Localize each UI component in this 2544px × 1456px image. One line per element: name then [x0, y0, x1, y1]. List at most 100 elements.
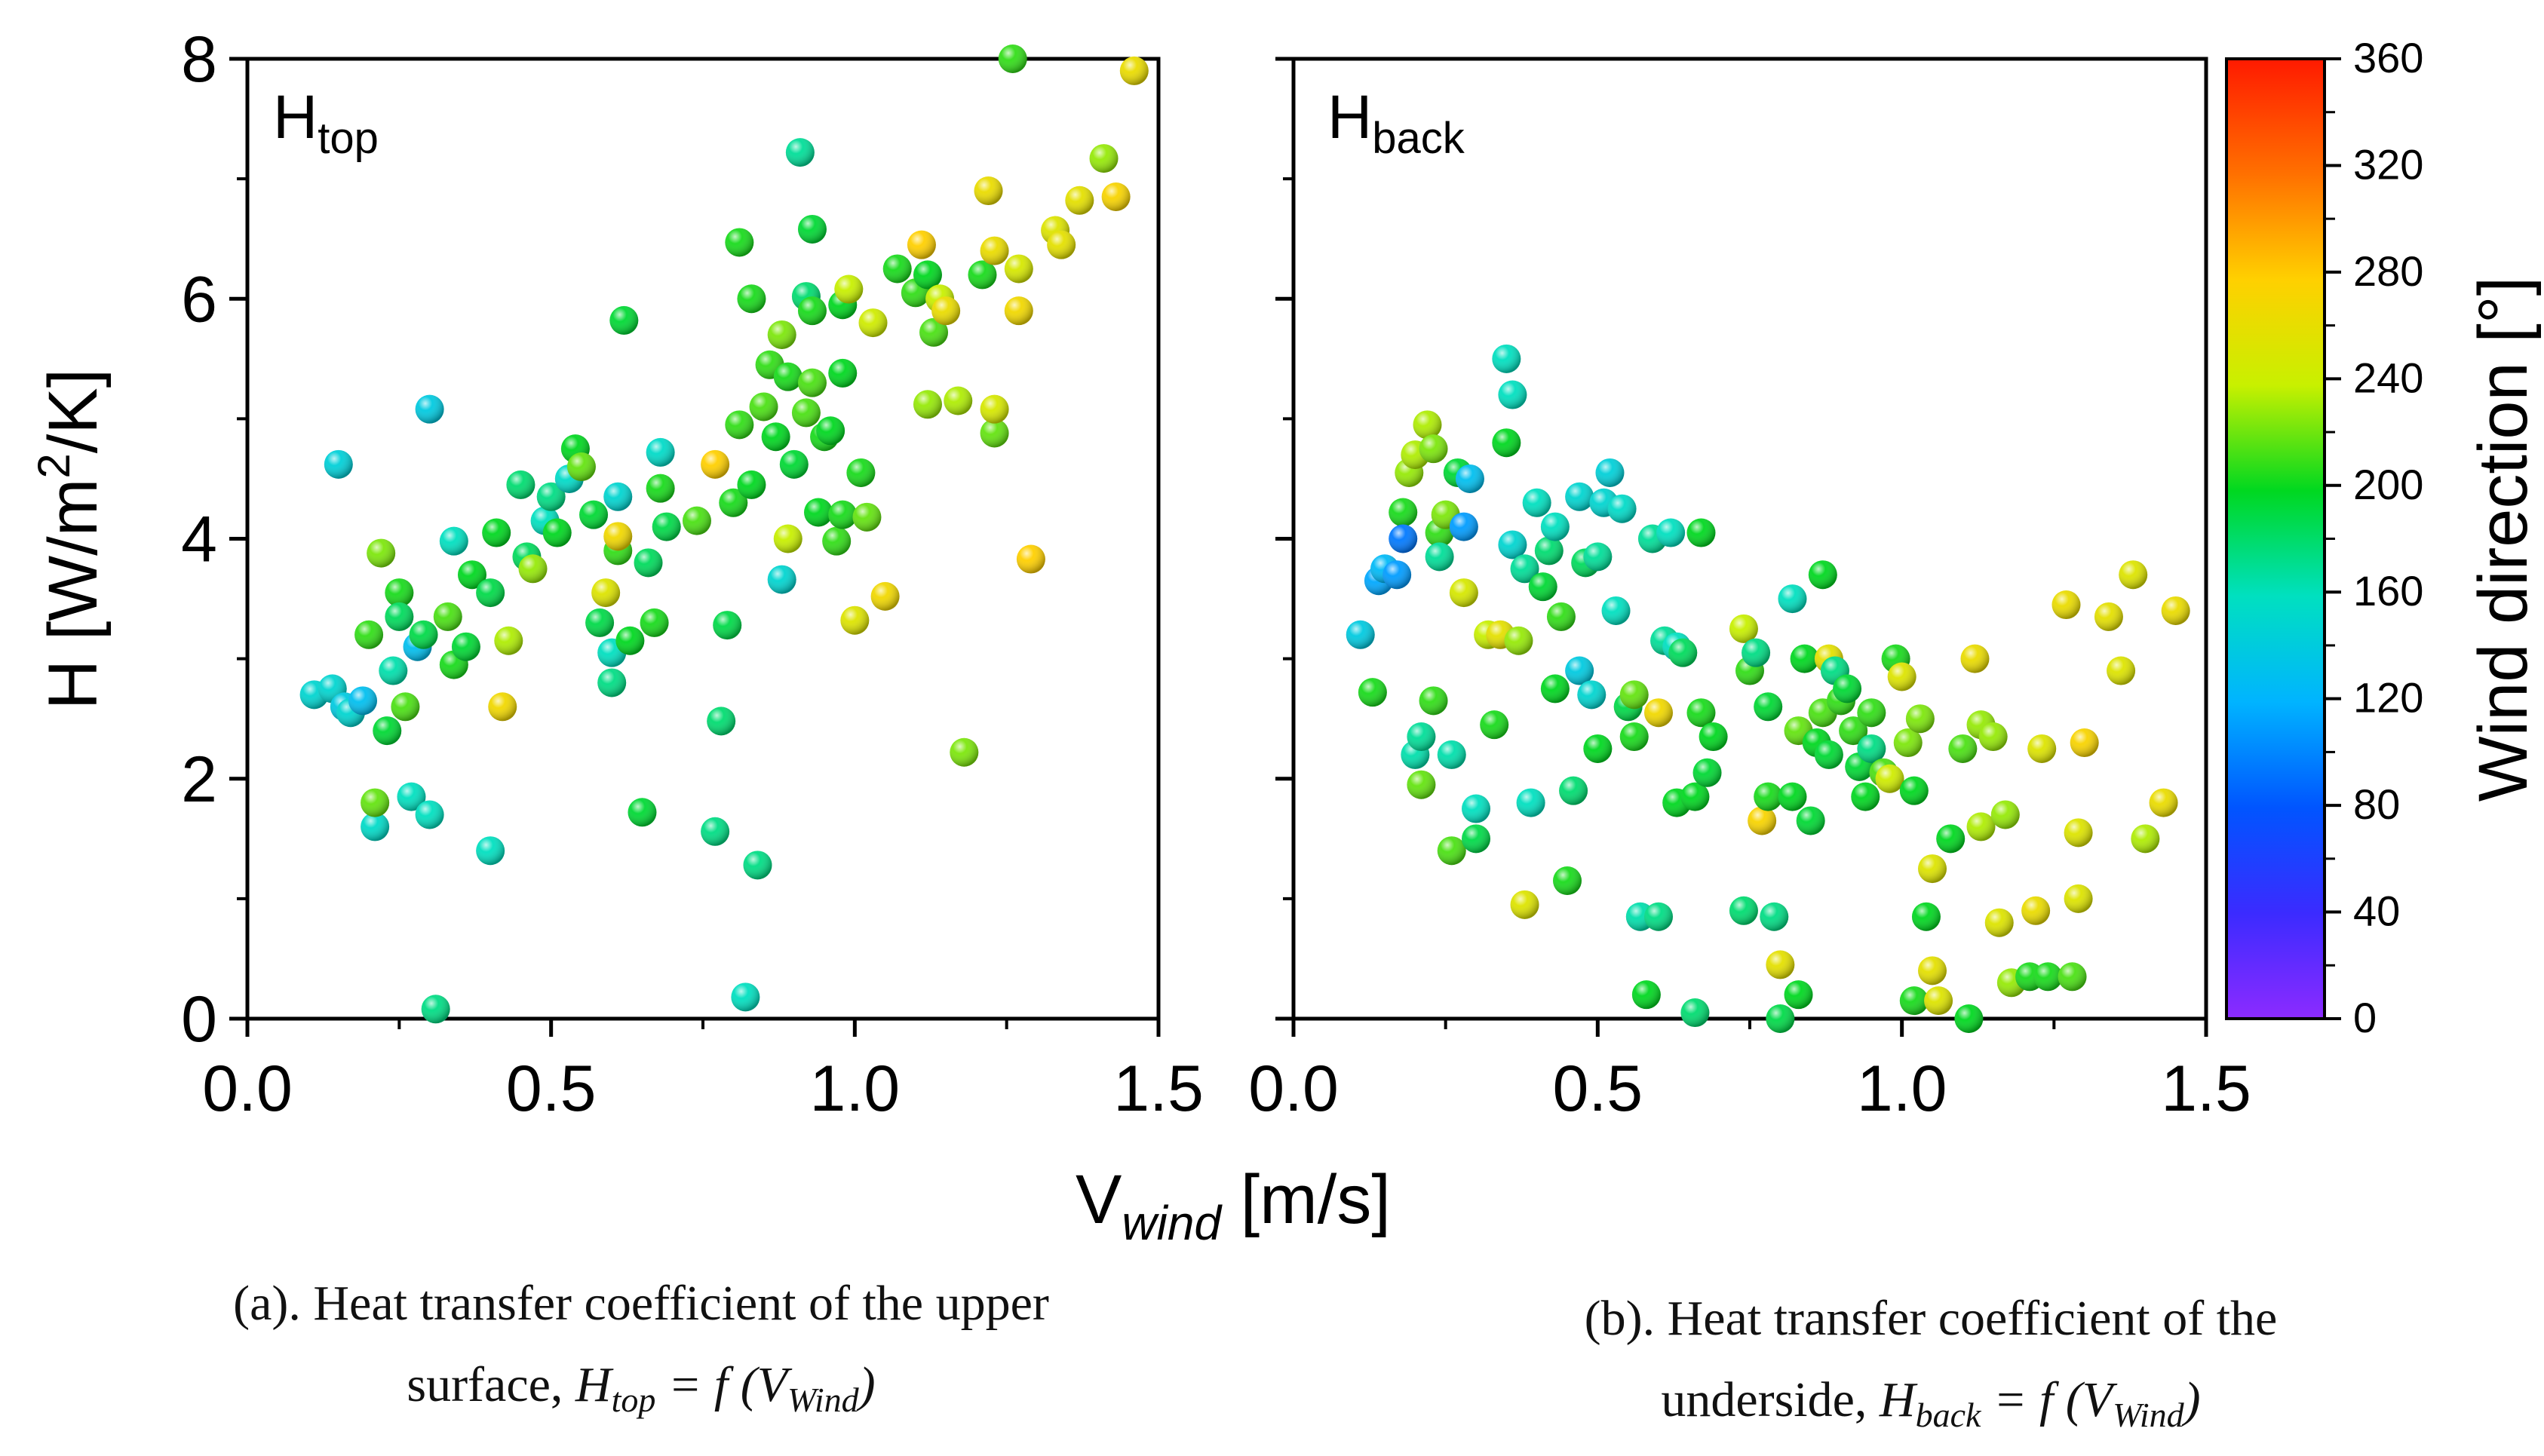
scatter-point-shade: [2070, 728, 2099, 758]
scatter-point-shade: [1480, 710, 1509, 740]
scatter-point: [1814, 740, 1843, 769]
scatter-point: [373, 716, 402, 746]
scatter-point-shade: [1918, 956, 1947, 985]
scatter-point: [1419, 686, 1448, 716]
scatter-point-shade: [348, 686, 378, 716]
scatter-point-shade: [591, 578, 621, 608]
scatter-point-shade: [354, 620, 384, 649]
scatter-point-shade: [415, 800, 444, 829]
scatter-point-shade: [634, 548, 663, 578]
scatter-point: [797, 296, 827, 326]
scatter-point: [1784, 980, 1813, 1010]
scatter-point-shade: [597, 668, 627, 697]
scatter-point: [846, 458, 876, 487]
scatter-point: [433, 602, 462, 631]
scatter-point-shade: [1089, 144, 1119, 173]
scatter-point-shade: [713, 611, 742, 640]
scatter-point: [913, 390, 942, 419]
scatter-point-shade: [628, 798, 657, 827]
colorbar: 0 40 80 120 160 200 240 280 320 360 Wind directio…: [2225, 34, 2542, 1041]
scatter-point-shade: [1686, 698, 1716, 728]
scatter-point: [1004, 254, 1033, 284]
scatter-point: [840, 605, 870, 635]
scatter-point: [542, 518, 572, 547]
scatter-point-shade: [2149, 788, 2178, 817]
scatter-point-shade: [1583, 734, 1613, 763]
scatter-point-shade: [913, 390, 942, 419]
scatter-point-shade: [1990, 800, 2020, 829]
y-tick-label: 6: [181, 263, 217, 336]
scatter-point-shade: [1796, 806, 1825, 835]
scatter-point: [2094, 602, 2123, 631]
scatter-point-shade: [980, 418, 1009, 448]
scatter-point-shade: [1790, 644, 1819, 673]
scatter-point: [476, 578, 505, 608]
scatter-point: [603, 522, 633, 551]
scatter-point: [1729, 614, 1758, 643]
scatter-point-shade: [707, 707, 736, 736]
scatter-point-shade: [1631, 980, 1661, 1010]
scatter-point: [870, 581, 900, 611]
colorbar-tick-label: 120: [2353, 674, 2423, 722]
scatter-point: [852, 502, 882, 532]
scatter-point: [2064, 818, 2093, 848]
scatter-point: [361, 812, 390, 841]
scatter-point-shade: [852, 502, 882, 532]
scatter-point-shade: [1911, 902, 1941, 931]
y-tick-label: 0: [181, 983, 217, 1056]
scatter-point-shade: [1425, 542, 1454, 572]
scatter-point-shade: [1729, 896, 1758, 925]
scatter-point: [1839, 716, 1868, 746]
scatter-point-shade: [542, 518, 572, 547]
scatter-point: [494, 626, 523, 655]
scatter-point: [591, 578, 621, 608]
scatter-point-shade: [1966, 812, 1996, 841]
scatter-point: [785, 138, 815, 167]
scatter-point: [2161, 596, 2190, 625]
scatter-point: [701, 817, 730, 846]
scatter-point-shade: [646, 437, 675, 467]
scatter-point: [1754, 692, 1783, 722]
panel-a-points: [299, 44, 1149, 1024]
scatter-point-shade: [603, 522, 633, 551]
scatter-point-shade: [1101, 182, 1131, 211]
scatter-point-shade: [415, 394, 444, 424]
scatter-point: [476, 836, 505, 866]
scatter-point: [1389, 524, 1418, 553]
scatter-point-shade: [1462, 824, 1490, 854]
scatter-point-shade: [1449, 512, 1478, 541]
scatter-point: [439, 526, 468, 556]
scatter-point-shade: [968, 260, 997, 290]
scatter-point-shade: [840, 605, 870, 635]
scatter-point: [1389, 498, 1418, 527]
scatter-point: [1510, 890, 1539, 919]
scatter-point-shade: [391, 692, 420, 722]
scatter-point: [931, 296, 961, 326]
scatter-point-shade: [816, 416, 845, 446]
scatter-point: [634, 548, 663, 578]
scatter-point-shade: [397, 782, 426, 811]
scatter-point: [2051, 590, 2081, 620]
scatter-point: [397, 782, 426, 811]
scatter-point-shade: [1553, 866, 1582, 896]
scatter-point: [1760, 902, 1789, 931]
scatter-point: [822, 526, 852, 556]
colorbar-tick-label: 280: [2353, 247, 2423, 295]
scatter-point: [2027, 734, 2057, 763]
scatter-point-shade: [1498, 380, 1527, 409]
scatter-point-shade: [457, 560, 486, 590]
scatter-point-shade: [1504, 626, 1533, 655]
scatter-point-shade: [1595, 458, 1625, 487]
scatter-point: [2064, 884, 2093, 913]
scatter-point-shade: [1893, 728, 1923, 758]
scatter-point-shade: [725, 228, 754, 257]
scatter-point-shade: [1887, 662, 1916, 691]
scatter-point-shade: [1492, 344, 1521, 373]
colorbar-tick-label: 320: [2353, 140, 2423, 188]
scatter-point: [451, 632, 480, 661]
scatter-point-shade: [2027, 734, 2057, 763]
scatter-point-shade: [1565, 656, 1594, 685]
scatter-point-shade: [1644, 902, 1673, 931]
scatter-point: [1480, 710, 1509, 740]
